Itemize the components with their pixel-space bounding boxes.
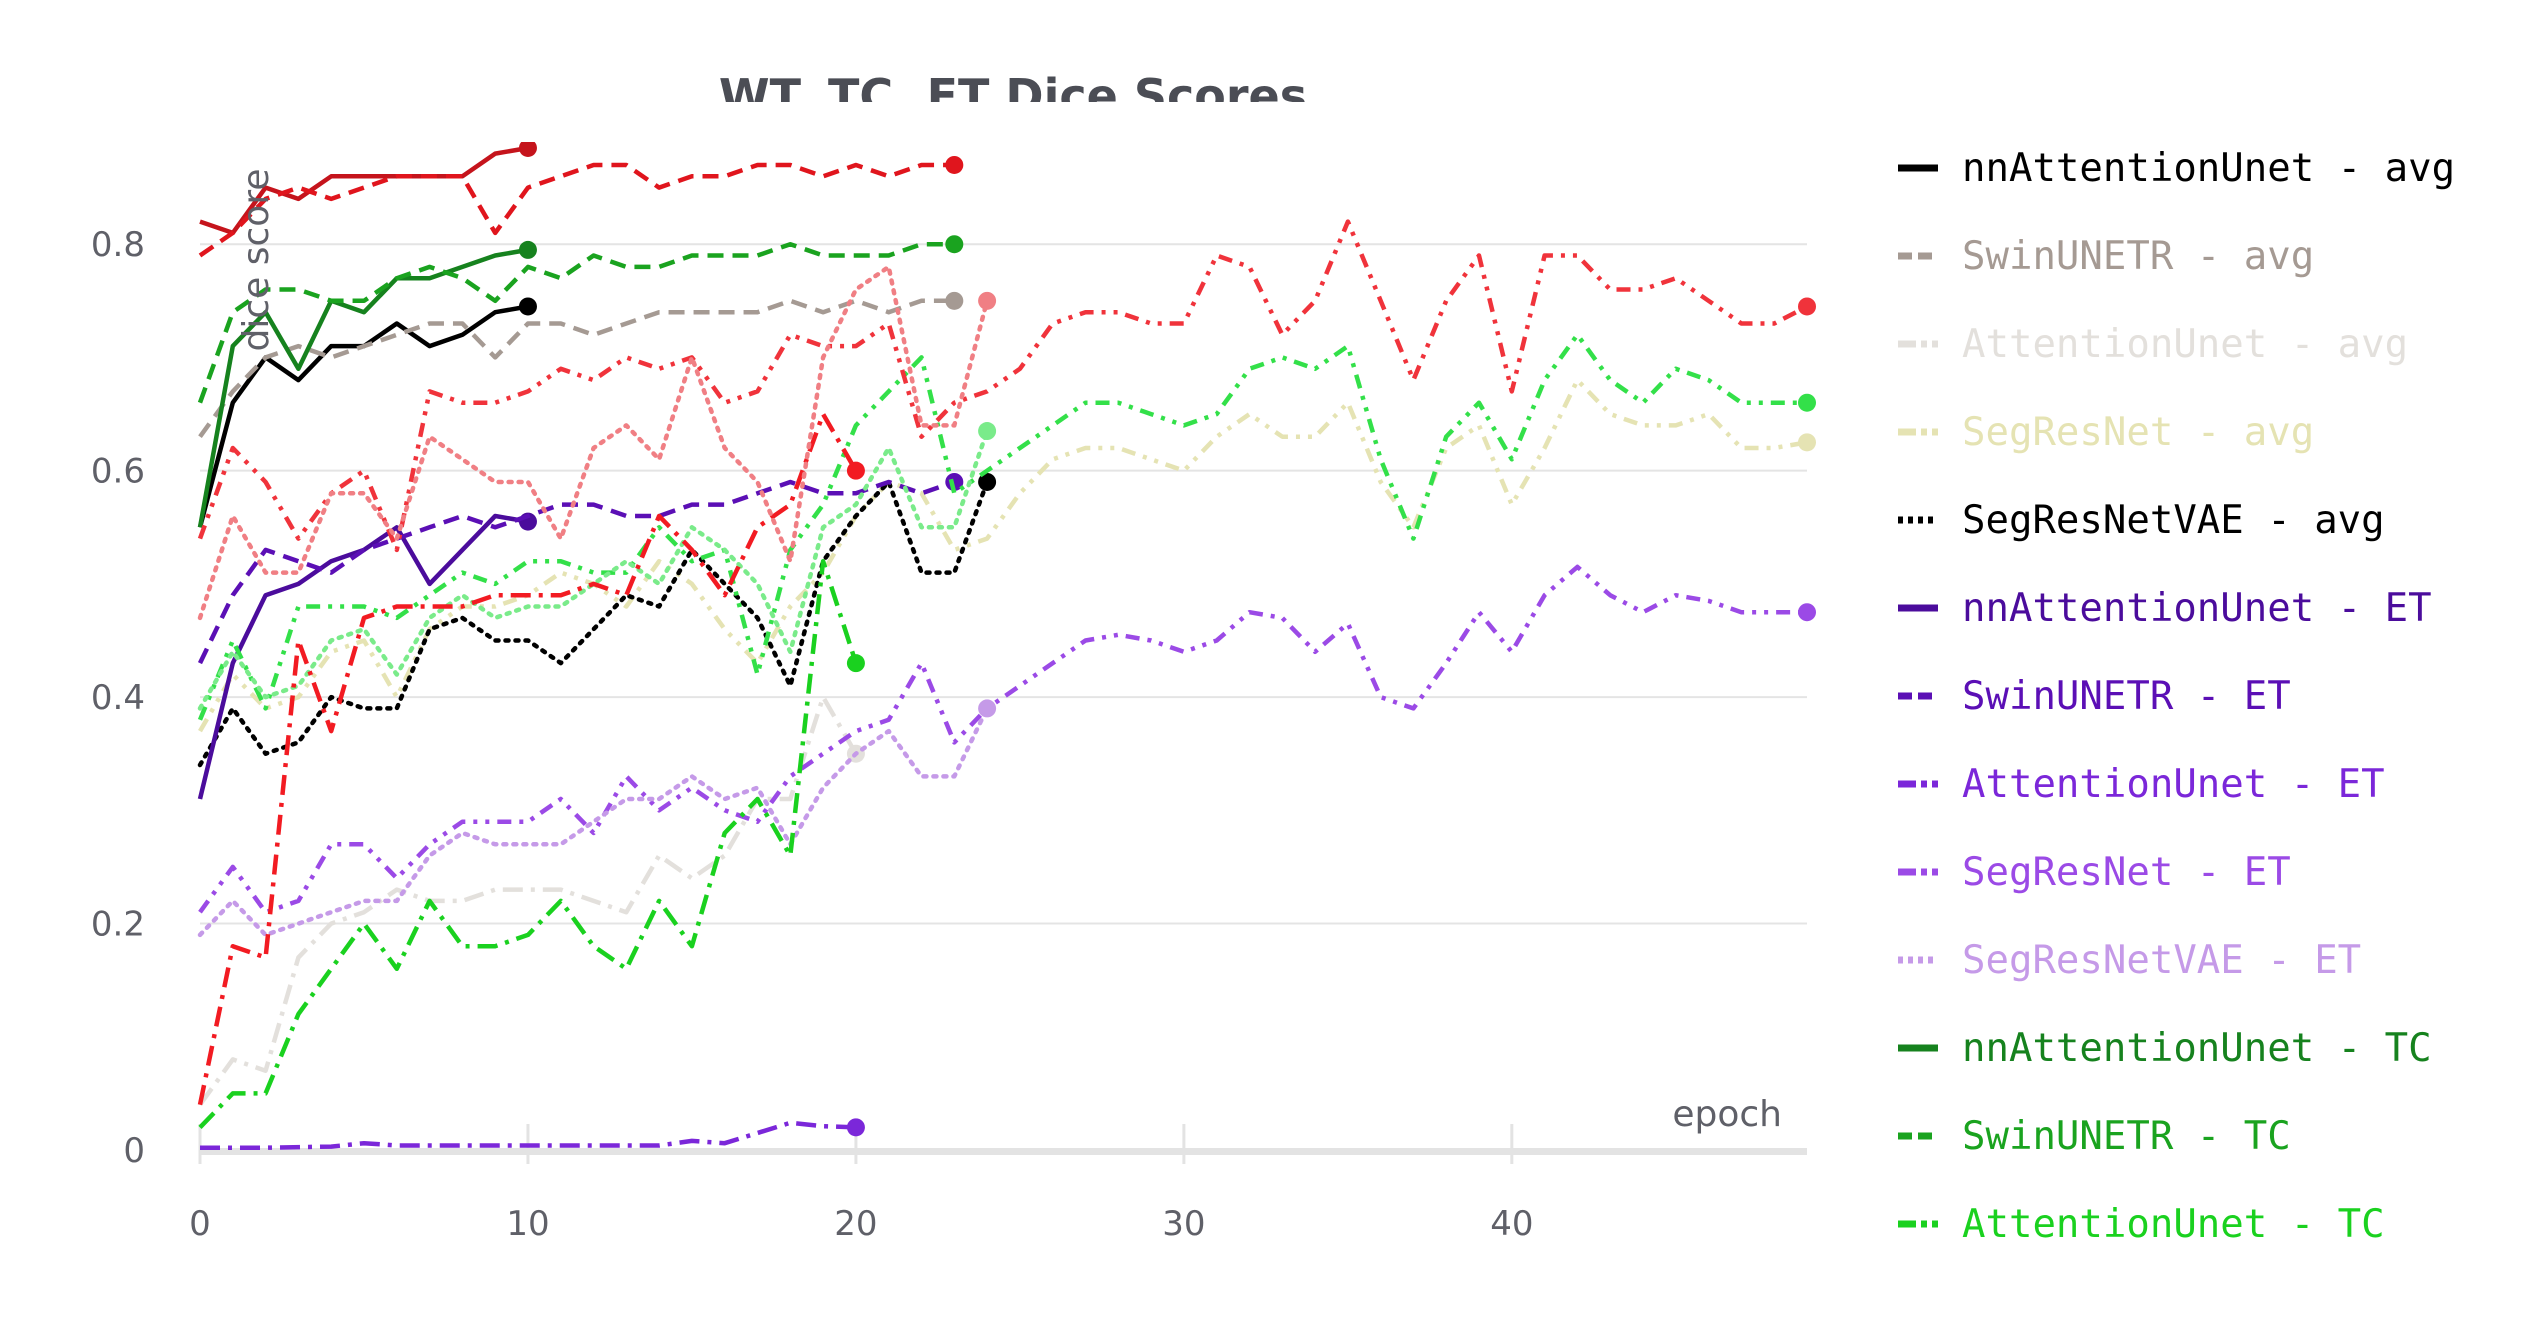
series-end-point	[518, 138, 537, 157]
series-line	[197, 411, 858, 1106]
legend-item[interactable]: SegResNet - ET	[1898, 850, 2291, 895]
series-line	[199, 145, 529, 236]
legend-label: SwinUNETR - ET	[1962, 674, 2291, 719]
legend-label: SegResNetVAE - ET	[1962, 938, 2361, 983]
legend-item[interactable]: SegResNetVAE - avg	[1898, 498, 2385, 543]
y-tick-label: 0.2	[91, 905, 145, 945]
series-line	[197, 706, 990, 938]
legend-label: AttentionUnet - ET	[1962, 762, 2385, 807]
series-swinunetr-avg	[198, 291, 964, 439]
legend-label: SwinUNETR - TC	[1962, 1114, 2291, 1159]
series-end-point	[1798, 393, 1816, 412]
legend-item[interactable]: nnAttentionUnet - TC	[1898, 1026, 2432, 1071]
series-segresnetvae-wt	[197, 264, 997, 621]
series-end-point	[846, 1118, 865, 1137]
legend-item[interactable]: AttentionUnet - TC	[1898, 1202, 2385, 1247]
series-end-point	[518, 297, 537, 316]
series-line	[197, 264, 990, 621]
legend-item[interactable]: nnAttentionUnet - ET	[1898, 586, 2432, 631]
x-tick-label: 40	[1490, 1204, 1533, 1244]
series-end-point	[945, 155, 964, 174]
y-tick-label: 0	[123, 1131, 145, 1171]
series-end-point	[1798, 603, 1816, 622]
series-end-point	[978, 472, 997, 491]
series-swinunetr-tc	[197, 235, 964, 404]
series-segresnet-avg	[198, 377, 1816, 733]
series-end-point	[846, 461, 865, 480]
x-tick-label: 10	[506, 1204, 549, 1244]
series-line	[197, 513, 529, 800]
legend-item[interactable]: AttentionUnet - ET	[1898, 762, 2385, 807]
gridlines	[200, 243, 1807, 925]
legend: nnAttentionUnet - avg SwinUNETR - avg Atte…	[1898, 146, 2455, 1247]
legend-item[interactable]: AttentionUnet - avg	[1898, 322, 2408, 367]
series-nnattentionunet-wt	[199, 138, 537, 236]
series-line	[198, 558, 859, 1129]
series-attentionunet-et	[200, 1118, 865, 1150]
legend-label: SwinUNETR - avg	[1962, 234, 2314, 279]
legend-label: nnAttentionUnet - TC	[1962, 1026, 2432, 1071]
series-segresnet-et	[198, 564, 1816, 915]
legend-label: nnAttentionUnet - ET	[1962, 586, 2432, 631]
legend-label: SegResNet - ET	[1962, 850, 2291, 895]
series-segresnetvae-et	[197, 699, 997, 938]
series-end-point	[518, 240, 537, 259]
series-lines	[197, 138, 1816, 1150]
series-line	[198, 162, 955, 258]
series-line	[197, 219, 1809, 553]
series-nnattentionunet-et	[197, 512, 537, 800]
series-line	[198, 564, 1807, 915]
legend-label: AttentionUnet - TC	[1962, 1202, 2385, 1247]
series-line	[197, 247, 529, 528]
series-end-point	[846, 654, 865, 673]
series-line	[197, 479, 956, 665]
series-attentionunet-tc	[198, 558, 865, 1129]
series-nnattentionunet-tc	[197, 240, 537, 528]
series-line	[197, 479, 990, 768]
legend-item[interactable]: nnAttentionUnet - avg	[1898, 146, 2455, 191]
series-line	[198, 298, 955, 439]
series-segresnetvae-avg	[197, 472, 997, 768]
title-area: WT, TC, ET Dice Scores	[180, 0, 1720, 142]
x-axis-title: epoch	[1672, 1094, 1782, 1135]
series-end-point	[1798, 433, 1816, 452]
series-line	[197, 241, 955, 404]
series-end-point	[945, 472, 964, 491]
x-tick-label: 20	[834, 1204, 877, 1244]
series-segresnet-wt	[197, 219, 1816, 553]
series-end-point	[978, 422, 997, 441]
x-tick-label: 30	[1162, 1204, 1205, 1244]
series-swinunetr-wt	[198, 155, 964, 258]
title-crop-mask	[180, 102, 1720, 142]
legend-label: AttentionUnet - avg	[1962, 322, 2408, 367]
legend-label: nnAttentionUnet - avg	[1962, 146, 2455, 191]
legend-item[interactable]: SegResNet - avg	[1898, 410, 2314, 455]
series-end-point	[978, 291, 997, 310]
legend-item[interactable]: SegResNetVAE - ET	[1898, 938, 2361, 983]
x-tick-label: 0	[189, 1204, 211, 1244]
y-tick-label: 0.6	[91, 452, 145, 492]
series-end-point	[978, 699, 997, 718]
series-end-point	[945, 291, 964, 310]
legend-item[interactable]: SwinUNETR - avg	[1898, 234, 2314, 279]
series-attentionunet-wt	[197, 411, 865, 1106]
series-end-point	[1798, 297, 1816, 316]
x-axis: 0 10 20 30 40	[189, 1124, 1807, 1244]
legend-label: SegResNetVAE - avg	[1962, 498, 2385, 543]
y-axis: 0 0.2 0.4 0.6 0.8	[91, 225, 145, 1171]
series-line	[198, 377, 1808, 733]
series-swinunetr-et	[197, 472, 964, 665]
series-segresnet-tc	[197, 332, 1816, 721]
y-axis-title: dice score	[236, 169, 277, 352]
y-tick-label: 0.8	[91, 225, 145, 265]
series-line	[197, 332, 1807, 721]
legend-item[interactable]: SwinUNETR - TC	[1898, 1114, 2291, 1159]
y-tick-label: 0.4	[91, 678, 145, 718]
legend-item[interactable]: SwinUNETR - ET	[1898, 674, 2291, 719]
legend-label: SegResNet - avg	[1962, 410, 2314, 455]
series-end-point	[945, 235, 964, 254]
x-axis-line	[200, 1148, 1807, 1155]
